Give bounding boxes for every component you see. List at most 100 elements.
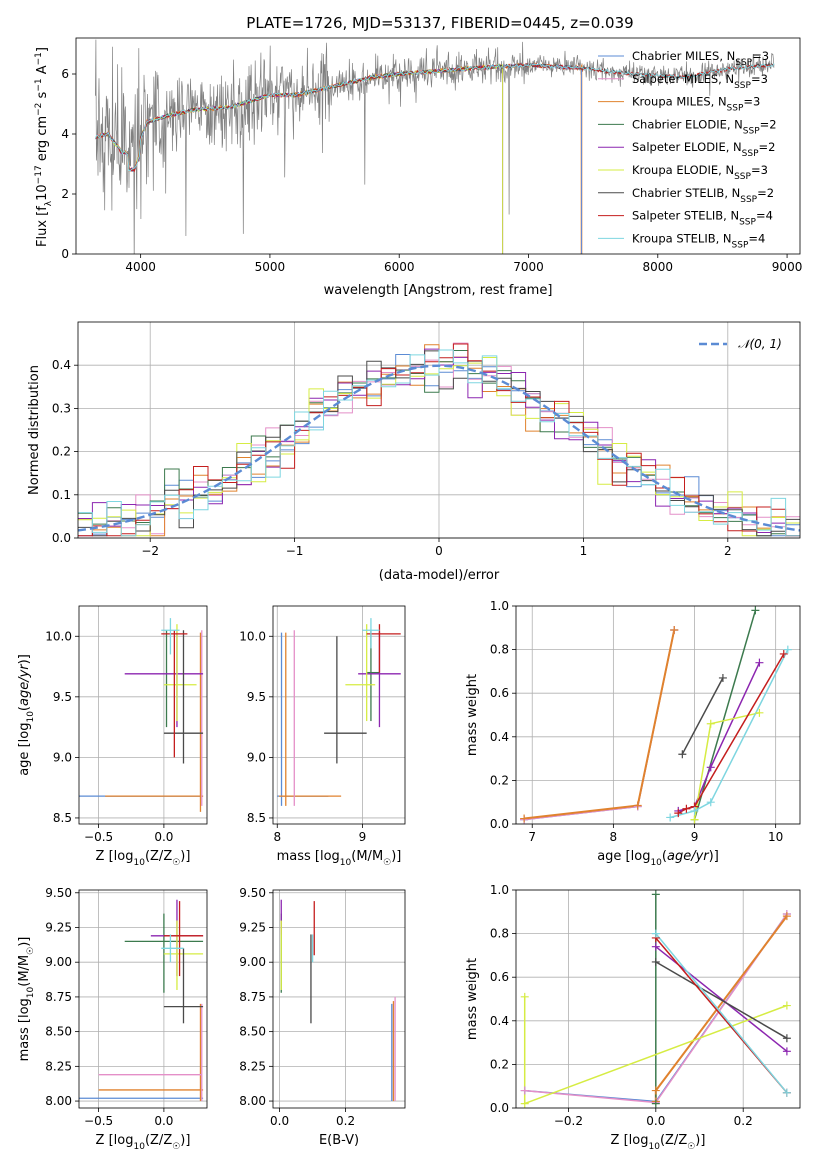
legend-label: Kroupa ELODIE, NSSP=3 (632, 163, 768, 182)
legend-label: Chabrier ELODIE, NSSP=2 (632, 117, 777, 136)
weight-line-3 (693, 610, 757, 820)
y-tick-label: 0.8 (490, 643, 509, 657)
y-axis-label: mass [log10(M/M☉)] (17, 937, 36, 1062)
plot-weight-vs-Z: −0.2 0.0 0.2 0.0 0.2 0.4 0.6 0.8 1.0 Z [log10(Z/Z… (465, 883, 801, 1152)
weight-marker (782, 1001, 791, 1010)
x-tick-label: 7000 (513, 260, 544, 274)
x-tick-label: 9 (691, 830, 699, 844)
x-tick-label: 6000 (384, 260, 415, 274)
y-tick-label: 0.6 (490, 686, 509, 700)
y-tick-label: 9.00 (45, 955, 72, 969)
x-axis-label: Z [log10(Z/Z☉)] (611, 1133, 706, 1152)
weight-marker (755, 708, 764, 717)
y-tick-label: 0.6 (490, 970, 509, 984)
y-tick-label: 8.75 (45, 990, 72, 1004)
plot-area (79, 618, 204, 812)
spectrum-data-line (95, 39, 775, 254)
x-tick-label: 9000 (772, 260, 803, 274)
x-tick-label: −0.5 (84, 1114, 113, 1128)
y-tick-label: 0.2 (52, 445, 71, 459)
y-tick-label: 0.8 (490, 927, 509, 941)
x-tick-label: 7 (528, 830, 536, 844)
weight-marker (633, 801, 642, 810)
plot-residuals: −2 −1 0 1 2 0.0 0.1 0.2 0.3 0.4 (data-model)/error… (27, 321, 801, 583)
y-axis-label: Normed distribution (27, 365, 42, 495)
plot-age-vs-Z: −0.5 0.0 8.5 9.0 9.5 10.0 Z [log10(Z/Z☉)] age [… (17, 605, 208, 868)
y-tick-label: 4 (61, 127, 69, 141)
x-tick-label: 5000 (255, 260, 286, 274)
legend-label: Kroupa MILES, NSSP=3 (632, 95, 760, 114)
weight-line-0 (524, 629, 675, 821)
legend-label: Salpeter MILES, NSSP=3 (632, 72, 768, 91)
weight-marker (690, 806, 699, 815)
x-tick-label: 1 (580, 544, 588, 558)
y-tick-label: 0.3 (52, 401, 71, 415)
axes-frame (78, 889, 208, 1109)
x-tick-label: 4000 (125, 260, 156, 274)
y-axis-label: age [log10(age/yr)] (17, 654, 36, 776)
plot-weight-vs-age: 7 8 9 10 0.0 0.2 0.4 0.6 0.8 1.0 age [log10(age/yr… (465, 599, 801, 868)
weight-marker (782, 1034, 791, 1043)
y-tick-label: 9.0 (53, 750, 72, 764)
weight-marker (520, 814, 529, 823)
y-axis-label: mass weight (465, 958, 480, 1040)
weight-line-4 (655, 946, 788, 1052)
chart-title: PLATE=1726, MJD=53137, FIBERID=0445, z=0… (246, 14, 633, 32)
weight-line-2 (523, 629, 676, 820)
x-tick-label: 0.2 (336, 1114, 355, 1128)
plot-area (277, 618, 401, 806)
weight-marker (783, 645, 792, 654)
axes-frame (515, 889, 801, 1109)
y-axis-label: mass weight (465, 674, 480, 756)
weight-marker (682, 804, 691, 813)
x-axis-label: wavelength [Angstrom, rest frame] (324, 283, 553, 298)
plot-area (280, 899, 396, 1102)
weight-marker (670, 625, 679, 634)
weight-marker (782, 1088, 791, 1097)
y-tick-label: 8.5 (247, 811, 266, 825)
weight-marker (706, 763, 715, 772)
y-tick-label: 8.50 (45, 1025, 72, 1039)
y-tick-label: 9.00 (239, 955, 266, 969)
legend-label: Chabrier MILES, NSSP=3 (632, 49, 769, 68)
model-line-kroupa-stelib (94, 62, 775, 171)
x-tick-label: 0.2 (734, 1114, 753, 1128)
plot-area (94, 39, 775, 254)
y-tick-label: 8.00 (45, 1094, 72, 1108)
axes-frame (272, 889, 406, 1109)
y-tick-label: 8.25 (239, 1059, 266, 1073)
y-tick-label: 2 (61, 187, 69, 201)
axes-frame (78, 605, 208, 825)
y-tick-label: 8.00 (239, 1094, 266, 1108)
weight-marker (651, 942, 660, 951)
x-tick-label: 0.0 (154, 1114, 173, 1128)
x-tick-label: 0.0 (270, 1114, 289, 1128)
plot-age-vs-mass: 8 9 8.5 9.0 9.5 10.0 mass [log10(M/M☉)] (239, 605, 406, 868)
weight-marker (782, 1047, 791, 1056)
weight-line-8 (655, 933, 788, 1094)
y-tick-label: 0.0 (490, 817, 509, 831)
y-tick-label: 0.2 (490, 773, 509, 787)
weight-line-8 (670, 649, 789, 819)
y-tick-label: 9.5 (53, 690, 72, 704)
weight-marker (718, 673, 727, 682)
x-tick-label: 0.0 (646, 1114, 665, 1128)
weight-marker (666, 813, 675, 822)
y-tick-label: 9.25 (239, 920, 266, 934)
legend-label: Salpeter ELODIE, NSSP=2 (632, 140, 775, 159)
legend-label: 𝒩(0, 1) (738, 337, 782, 351)
axes-frame (515, 605, 801, 825)
y-tick-label: 0.4 (490, 730, 509, 744)
y-tick-label: 0 (61, 247, 69, 261)
weight-marker (651, 957, 660, 966)
y-tick-label: 10.0 (45, 629, 72, 643)
legend: Chabrier MILES, NSSP=3 Salpeter MILES, NS… (598, 49, 777, 250)
histogram-step-8 (78, 349, 800, 537)
plot-mass-vs-ebv: 0.0 0.2 8.00 8.25 8.50 8.75 9.00 9.25 9.50 E(B-V) (239, 886, 406, 1148)
plot-area (78, 342, 800, 537)
x-tick-label: −0.5 (84, 830, 113, 844)
plot-area (523, 894, 788, 1105)
y-tick-label: 9.50 (45, 886, 72, 900)
weight-marker (674, 809, 683, 818)
